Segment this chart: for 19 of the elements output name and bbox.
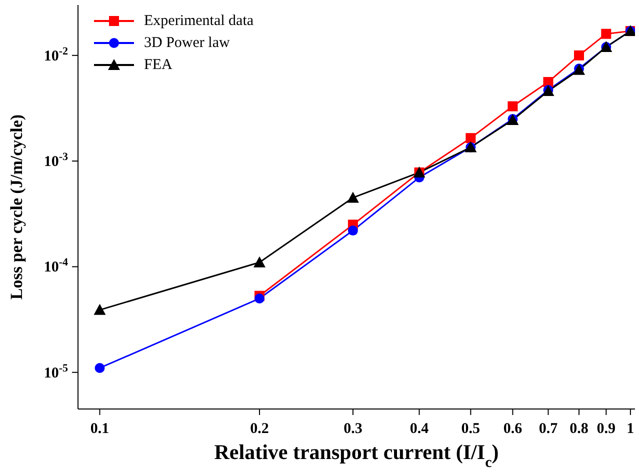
legend-label: Experimental data (144, 12, 254, 30)
x-tick-label: 0.1 (90, 421, 110, 437)
y-axis-title: Loss per cycle (J/m/cycle) (7, 114, 26, 300)
y-tick-label: 10$^{-5}$ (44, 362, 68, 382)
x-tick-label: 0.3 (344, 421, 362, 437)
x-tick-label: 1 (626, 421, 634, 437)
legend-label: 3D Power law (144, 34, 230, 52)
x-tick-label: 0.2 (250, 421, 269, 437)
x-tick-label: 0.4 (410, 421, 430, 437)
x-tick-label: 0.5 (461, 421, 480, 437)
x-axis-title: Relative transport current (I/I$_{c}$) (214, 440, 499, 471)
legend-label: FEA (144, 56, 172, 74)
x-tick-label: 0.7 (538, 421, 558, 437)
x-tick-label: 0.8 (570, 421, 588, 437)
y-tick-label: 10$^{-4}$ (44, 256, 68, 276)
y-tick-label: 10$^{-2}$ (44, 45, 68, 64)
x-tick-label: 0.6 (503, 421, 523, 437)
x-tick-label: 0.9 (596, 421, 616, 437)
y-tick-label: 10$^{-3}$ (44, 151, 68, 170)
